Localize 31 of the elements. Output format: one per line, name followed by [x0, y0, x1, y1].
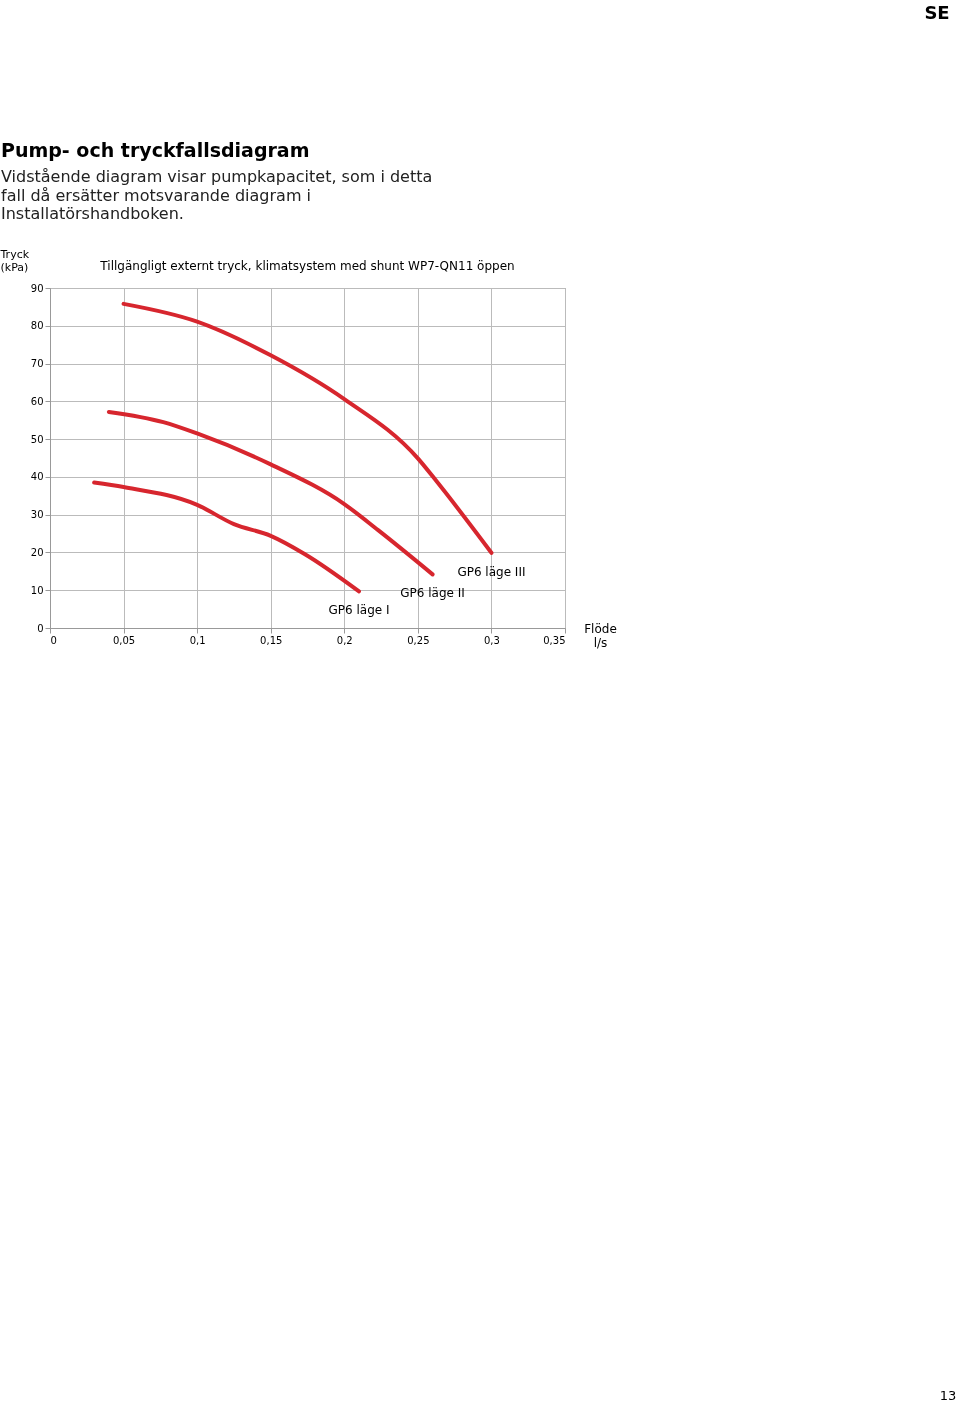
- series-label: GP6 läge III: [457, 564, 526, 579]
- series-label: GP6 läge I: [328, 603, 390, 618]
- text: Tillgängligt externt tryck, klimatsystem med shunt WP7-QN11 öppen: [99, 259, 515, 273]
- line-series: [92, 480, 361, 594]
- y-tick-label: 60: [30, 395, 44, 407]
- y-axis-title: Tryck (kPa): [0, 247, 30, 274]
- text: SE: [924, 2, 950, 23]
- y-tick-label: 30: [30, 509, 44, 521]
- y-tick-label: 70: [30, 358, 44, 370]
- x-tick-label: 0,3: [483, 634, 500, 646]
- x-tick-label: 0: [50, 634, 57, 646]
- x-tick-label: 0,2: [336, 634, 353, 646]
- x-tick-label: 0,35: [543, 634, 566, 646]
- series-label: GP6 läge II: [400, 586, 465, 601]
- x-tick-label: 0,15: [260, 634, 283, 646]
- chart-subtitle: Vidstående diagram visar pumpkapacitet, som i detta fall då ersätter motsvarande diagram i Installatörshandboken.: [1, 167, 433, 223]
- x-tick-label: 0,1: [189, 634, 206, 646]
- y-tick-label: 10: [30, 584, 44, 596]
- y-tick-label: 50: [30, 433, 44, 445]
- x-tick-label: 0,05: [112, 634, 136, 646]
- y-tick-label: 90: [30, 282, 44, 294]
- y-tick-label: 0: [37, 622, 44, 634]
- y-tick-label: 20: [30, 546, 44, 558]
- line-series: [106, 409, 435, 577]
- y-tick-label: 80: [30, 320, 44, 332]
- line-series: [121, 301, 494, 555]
- x-tick-label: 0,25: [407, 634, 430, 646]
- y-tick-label: 40: [30, 471, 44, 483]
- text: 13: [939, 1388, 957, 1403]
- x-axis-title: Flöde l/s: [584, 621, 617, 650]
- chart-title: Pump- och tryckfallsdiagram: [1, 139, 310, 161]
